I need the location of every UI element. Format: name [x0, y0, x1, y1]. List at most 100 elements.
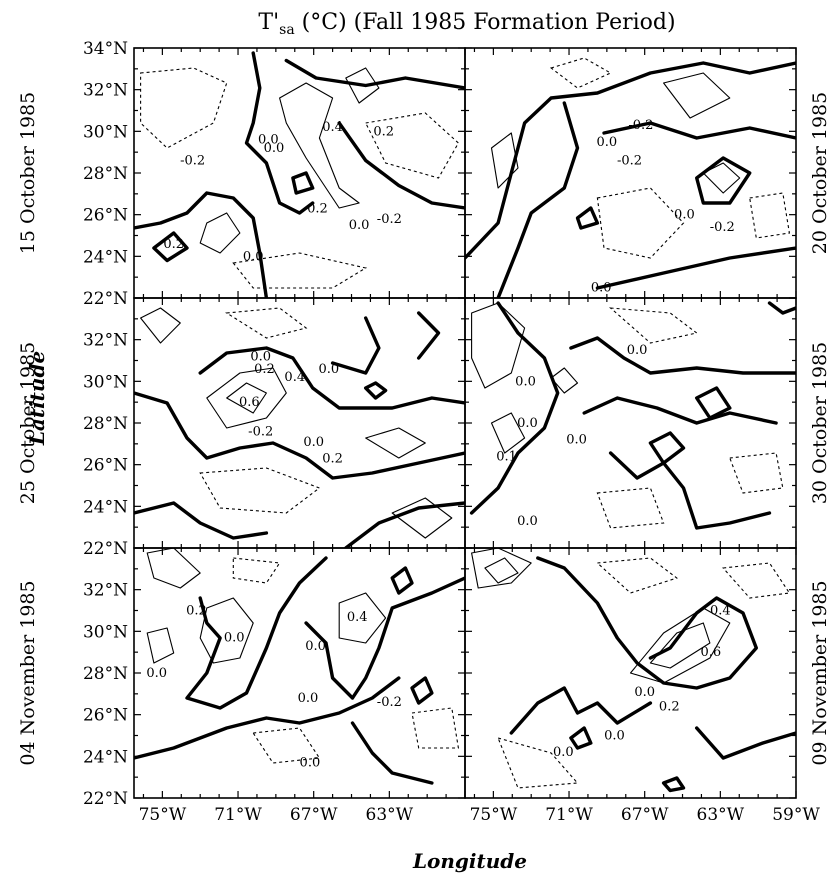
panel-2: 0.00.20.40.6-0.20.00.20.025 October 1985	[17, 297, 466, 549]
contour-label: 0.0	[597, 135, 618, 150]
contour-label: -0.2	[377, 212, 402, 227]
zero-contour	[350, 721, 434, 785]
panel-date-label: 30 October 1985	[809, 342, 831, 504]
zero-contour-ring	[569, 726, 593, 750]
contour-label: 0.0	[515, 374, 536, 389]
contour-label: 0.0	[517, 514, 538, 529]
contour-label: 0.4	[322, 120, 343, 135]
positive-contour	[199, 212, 241, 254]
negative-contour	[722, 562, 791, 599]
panel-1: 0.0 -0.2 -0.2 0.0 -0.2 0.0 20 October 1985	[464, 47, 831, 299]
contour-label: 0.4	[284, 370, 305, 385]
x-tick-label: 75°W	[470, 805, 518, 825]
contour-label: 0.0	[517, 416, 538, 431]
contour-label: 0.0	[224, 631, 245, 646]
zero-contour	[134, 501, 269, 540]
negative-contour	[497, 737, 579, 789]
contour-lines	[134, 307, 465, 548]
contour-label: 0.0	[634, 685, 655, 700]
negative-contour	[199, 467, 321, 514]
negative-contour	[749, 192, 791, 239]
contour-label: -0.2	[180, 154, 205, 169]
positive-contour	[345, 67, 380, 104]
positive-contour	[484, 557, 519, 584]
positive-contour	[146, 627, 175, 664]
zero-contour	[284, 58, 465, 90]
x-tick-label: 71°W	[545, 805, 593, 825]
zero-contour	[608, 451, 772, 530]
contour-label: -0.2	[628, 118, 653, 133]
zero-contour-ring	[152, 231, 189, 263]
negative-contour	[252, 727, 321, 764]
positive-contour	[702, 162, 741, 194]
y-tick-label: 26°N	[83, 206, 128, 226]
panel-grid: 0.4 0.20.00.0-0.20.20.0 -0.20.20.015 Octob…	[17, 39, 831, 825]
contour-label: 0.0	[318, 362, 339, 377]
positive-contour	[490, 132, 519, 189]
contour-label: 0.0	[243, 249, 264, 264]
positive-contour	[550, 367, 579, 394]
positive-contour	[279, 82, 360, 209]
contour-label: 0.0	[264, 141, 285, 156]
y-tick-label: 32°N	[83, 331, 128, 351]
contour-label: 0.0	[604, 729, 625, 744]
contour-label: 0.0	[627, 343, 648, 358]
zero-contour	[330, 316, 381, 375]
contour-label: 0.0	[305, 639, 326, 654]
positive-contour	[391, 497, 453, 539]
panel-frame	[464, 297, 797, 549]
x-tick-label: 63°W	[697, 805, 745, 825]
zero-contour	[344, 501, 465, 548]
contour-label: 0.1	[496, 449, 517, 464]
zero-contour	[469, 301, 560, 515]
panel-5: 0.4 0.6 0.0 0.2 0.0 0.0 09 November 1985	[464, 547, 831, 799]
zero-contour	[509, 686, 653, 735]
contour-label: 0.6	[239, 395, 260, 410]
zero-contour	[496, 101, 580, 298]
zero-contour	[134, 676, 401, 760]
contour-label: 0.2	[322, 451, 343, 466]
y-tick-label: 28°N	[83, 164, 128, 184]
positive-contour	[146, 548, 201, 589]
contour-label: 0.0	[298, 691, 319, 706]
zero-contour	[304, 576, 465, 700]
contour-label: 0.2	[254, 362, 275, 377]
contour-label: 0.0	[566, 433, 587, 448]
negative-contour	[596, 487, 665, 529]
x-tick-label: 59°W	[772, 805, 820, 825]
contour-label: 0.6	[701, 645, 722, 660]
contour-label: 0.0	[553, 745, 574, 760]
zero-contour-ring	[695, 156, 752, 205]
negative-contour	[140, 67, 228, 149]
zero-contour	[337, 121, 465, 210]
y-tick-label: 30°N	[83, 372, 128, 392]
negative-contour	[608, 307, 698, 344]
zero-contour-ring	[390, 566, 414, 595]
zero-contour	[536, 556, 758, 690]
positive-contour	[140, 307, 181, 344]
contour-label: 0.0	[146, 666, 167, 681]
zero-contour	[185, 556, 328, 710]
panel-date-label: 20 October 1985	[809, 92, 831, 254]
contour-lines	[471, 548, 796, 793]
contour-label: 0.0	[258, 133, 279, 148]
zero-contour	[602, 121, 796, 140]
contour-label: 0.2	[373, 124, 394, 139]
x-tick-label: 71°W	[214, 805, 262, 825]
panel-date-label: 04 November 1985	[17, 580, 39, 765]
positive-contour	[490, 412, 526, 454]
contour-label: 0.0	[674, 208, 695, 223]
zero-contour	[569, 336, 796, 375]
zero-contour-ring	[364, 381, 388, 400]
negative-contour	[411, 707, 460, 749]
negative-contour	[225, 307, 308, 339]
contour-lines	[134, 548, 465, 785]
contour-label: -0.2	[617, 154, 642, 169]
zero-contour	[465, 61, 796, 260]
panel-date-label: 09 November 1985	[809, 580, 831, 765]
panel-date-label: 15 October 1985	[17, 92, 39, 254]
x-tick-label: 67°W	[621, 805, 669, 825]
y-tick-label: 32°N	[83, 581, 128, 601]
y-axis-title: Latitude	[25, 351, 49, 446]
